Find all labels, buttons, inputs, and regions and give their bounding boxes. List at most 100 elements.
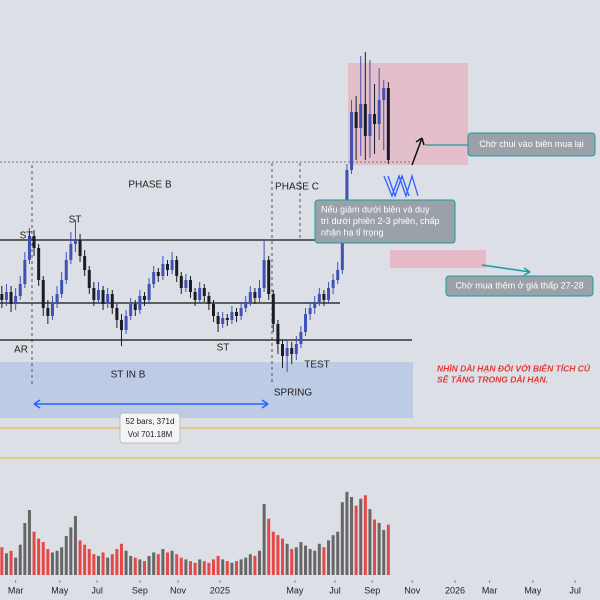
up-arrow (411, 137, 425, 166)
callout-text: Nếu giảm dưới biên và duy (321, 204, 430, 214)
volume-bar (230, 562, 234, 575)
volume-bar (248, 554, 252, 575)
volume-bar (119, 543, 123, 575)
candle-body (211, 304, 215, 316)
candle-body (294, 344, 298, 354)
candle-body (225, 318, 229, 320)
x-tick-label: Mar (482, 585, 498, 595)
arrow-head (33, 399, 269, 409)
candle-body (110, 294, 114, 308)
volume-bar (198, 559, 202, 575)
candle-body (377, 100, 381, 124)
candle-body (221, 318, 225, 324)
volume-bar (4, 553, 8, 575)
candle-body (170, 260, 174, 270)
volume-bar (9, 550, 13, 575)
volume-bar (78, 540, 82, 575)
candle-body (96, 290, 100, 300)
callout-text: trì dưới phiên 2-3 phiên, chấp (321, 216, 440, 226)
range-box (0, 362, 413, 418)
candle-body (373, 114, 377, 124)
candle-body (23, 260, 27, 284)
pointer-arrow (481, 264, 531, 276)
volume-bar (115, 549, 119, 575)
target-box (348, 63, 468, 165)
annotation: SPRING (274, 388, 313, 399)
volume-bar (345, 491, 349, 575)
volume-bar (336, 531, 340, 575)
volume-bar (124, 550, 128, 575)
volume-bar (23, 523, 27, 575)
x-tick-label: Sep (132, 585, 148, 595)
volume-bar (331, 535, 335, 575)
volume-bar (202, 561, 206, 575)
candle-body (336, 270, 340, 280)
candle-body (0, 294, 4, 300)
x-tick-label: Nov (170, 585, 187, 595)
candle-body (317, 294, 321, 302)
volume-bar (313, 550, 317, 575)
volume-bar (156, 554, 160, 575)
candle-body (354, 112, 358, 128)
candle-body (368, 114, 372, 136)
volume-bar (386, 524, 390, 575)
candle-body (37, 248, 41, 280)
volume-bar (285, 543, 289, 575)
volume-bar (147, 555, 151, 575)
volume-bar (152, 552, 156, 575)
annotation: PHASE C (275, 182, 319, 193)
candle-body (50, 304, 54, 316)
candle-body (322, 294, 326, 300)
volume-bar (37, 538, 41, 575)
candle-body (14, 296, 18, 304)
volume-bar (225, 561, 229, 575)
candle-body (198, 288, 202, 300)
candle-body (32, 236, 36, 248)
volume-bar (281, 538, 285, 575)
volume-bar (235, 561, 239, 575)
volume-bar (133, 557, 137, 575)
annotation: ST (20, 231, 33, 242)
volume-bar (50, 552, 54, 575)
candle-body (285, 348, 289, 356)
callout-text: Chờ chui vào biên mua lại (479, 139, 583, 149)
candle-body (363, 104, 367, 136)
candle-body (290, 348, 294, 354)
volume-bar (188, 561, 192, 575)
callout-box (314, 199, 456, 244)
volume-bar (161, 549, 165, 575)
volume-bar (271, 531, 275, 575)
x-tick-label: 2025 (210, 585, 230, 595)
volume-bar (267, 518, 271, 575)
candle-body (64, 260, 68, 280)
note-text: NHÌN DÀI HẠN ĐỐI VỚI BIÊN TÍCH CỦ (437, 362, 591, 373)
annotation: TEST (304, 360, 330, 371)
callout-box (445, 275, 594, 297)
candle-body (27, 236, 31, 260)
candle-body (4, 292, 8, 300)
x-tick-label: May (286, 585, 304, 595)
candle-body (124, 316, 128, 330)
volume-bar (60, 547, 64, 575)
candle-body (308, 308, 312, 314)
callout-box (467, 132, 596, 157)
candle-body (216, 316, 220, 324)
volume-bar (350, 497, 354, 575)
candle-body (175, 260, 179, 276)
volume-bar (216, 555, 220, 575)
annotation: PHASE B (128, 180, 172, 191)
volume-bar (96, 555, 100, 575)
volume-bar (138, 559, 142, 575)
candle-body (119, 320, 123, 330)
candle-body (41, 280, 45, 308)
candle-body (235, 312, 239, 316)
candle-body (193, 292, 197, 300)
volume-bar (184, 559, 188, 575)
annotation: AR (14, 345, 28, 356)
candle-body (267, 260, 271, 294)
volume-bar (354, 505, 358, 575)
candle-body (115, 308, 119, 320)
candle-body (340, 230, 344, 270)
volume-bar (276, 535, 280, 575)
volume-bar (221, 559, 225, 575)
